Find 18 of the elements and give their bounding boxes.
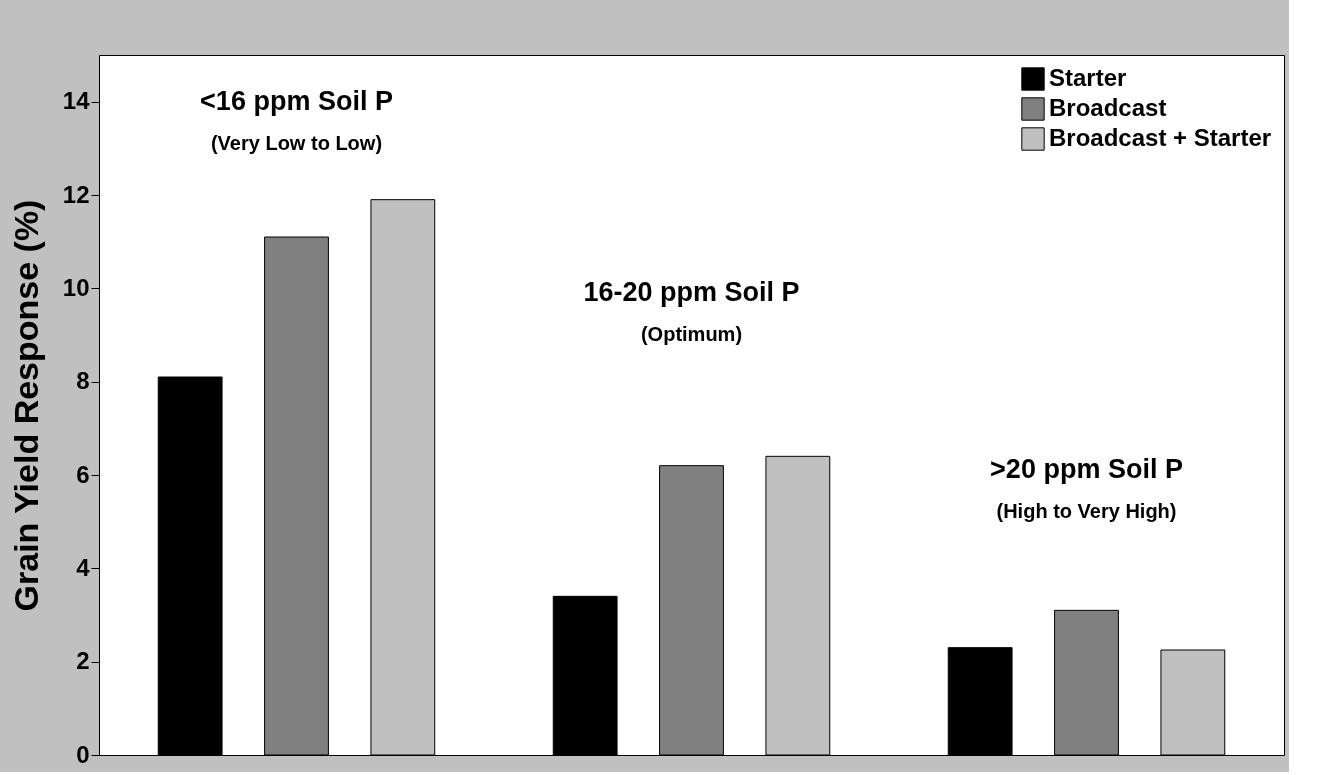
y-tick-label: 4: [76, 553, 91, 581]
annotation: (High to Very High): [996, 500, 1177, 523]
annotation: 16-20 ppm Soil P: [583, 277, 800, 307]
annotation: >20 ppm Soil P: [990, 454, 1183, 485]
y-tick-label: 2: [76, 647, 90, 675]
y-tick-label: 10: [62, 273, 90, 301]
y-axis-title: Grain Yield Response (%): [6, 199, 45, 612]
legend-label: Starter: [1049, 64, 1127, 91]
y-tick-label: 12: [62, 180, 90, 208]
y-tick-label: 14: [62, 87, 91, 115]
legend-label: Broadcast + Starter: [1049, 124, 1272, 151]
y-tick-label: 6: [76, 460, 90, 488]
annotation: (Optimum): [640, 323, 743, 345]
y-tick-label: 8: [76, 367, 90, 395]
annotation: <16 ppm Soil P: [200, 85, 393, 116]
y-tick-label: 0: [76, 740, 90, 768]
annotation: (Very Low to Low): [210, 131, 383, 154]
legend-label: Broadcast: [1049, 94, 1167, 121]
